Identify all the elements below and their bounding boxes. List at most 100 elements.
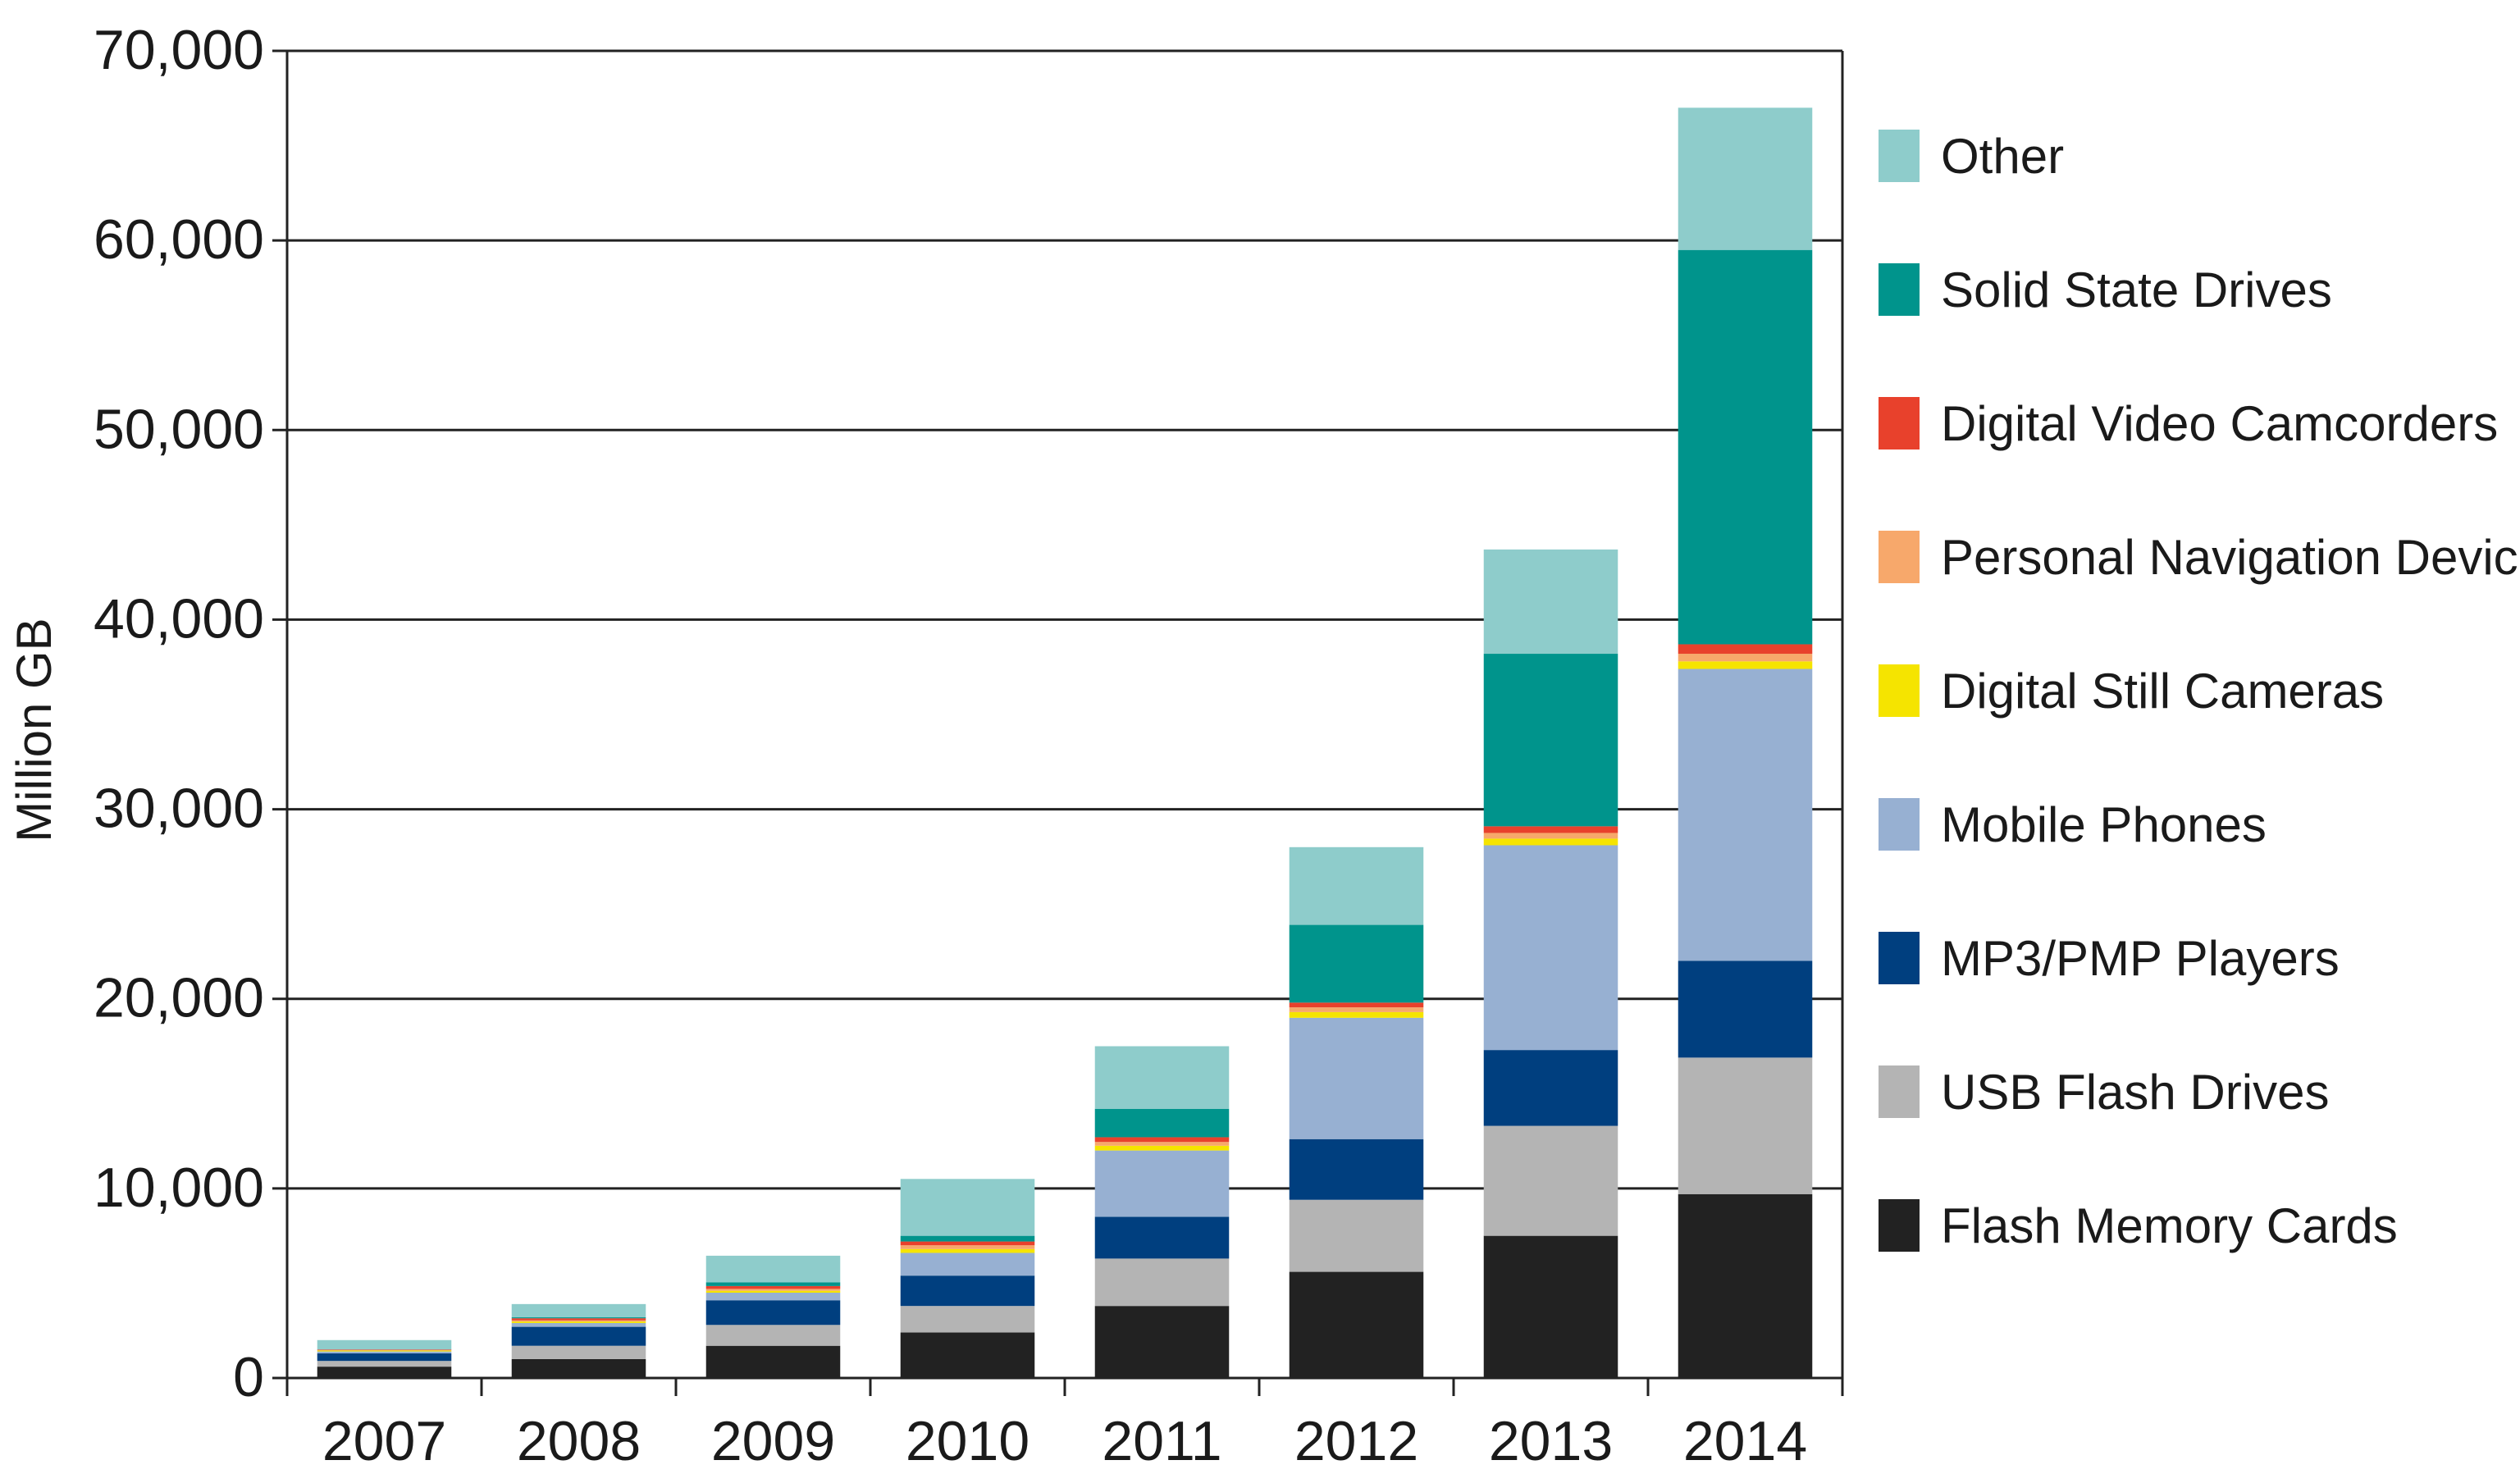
bar-segment (1483, 1235, 1618, 1378)
legend-label: Flash Memory Cards (1941, 1198, 2398, 1253)
bar-segment (1289, 1002, 1424, 1008)
legend-item: USB Flash Drives (1879, 1065, 2329, 1120)
bar-segment (511, 1318, 646, 1321)
legend-swatch (1879, 1199, 1920, 1252)
bar-segment (317, 1339, 452, 1350)
bar-segment (705, 1255, 841, 1283)
bar-segment (511, 1317, 646, 1319)
bar-segment (1094, 1108, 1230, 1138)
bar-segment (1289, 1271, 1424, 1378)
legend-label: Mobile Phones (1941, 797, 2267, 852)
x-tick-label: 2014 (1683, 1410, 1807, 1472)
bar-segment (511, 1358, 646, 1378)
x-tick-label: 2008 (517, 1410, 641, 1472)
bar-segment (317, 1361, 452, 1367)
bar-segment (317, 1349, 452, 1351)
bar-segment (900, 1253, 1035, 1276)
bar-segment (705, 1345, 841, 1378)
bar-segment (317, 1367, 452, 1378)
y-tick-label: 10,000 (94, 1157, 264, 1219)
bar-segment (317, 1350, 452, 1352)
bar-segment (1094, 1142, 1230, 1146)
x-tick-labels: 2007 2008 2009 2010 2011 2012 2013 2014 (322, 1410, 1807, 1472)
bar-segment (1289, 846, 1424, 925)
bar-segment (1289, 1138, 1424, 1200)
bar-segment (900, 1306, 1035, 1333)
bar-segment (900, 1241, 1035, 1246)
x-tick-label: 2009 (711, 1410, 835, 1472)
bar-segment (1483, 549, 1618, 655)
legend-item: Other (1879, 129, 2064, 184)
legend-swatch (1879, 263, 1920, 316)
bar-segment (1678, 644, 1813, 655)
y-axis-title: Million GB (7, 618, 62, 842)
bar-segment (900, 1275, 1035, 1307)
bar-segment (1483, 833, 1618, 839)
bar-segment (1483, 845, 1618, 1051)
y-tick-label: 0 (233, 1346, 264, 1408)
legend-swatch (1879, 531, 1920, 583)
bar-segment (1678, 654, 1813, 662)
bar-segment (705, 1282, 841, 1286)
axes (272, 49, 1844, 1396)
legend-item: Flash Memory Cards (1879, 1198, 2398, 1253)
bar-segment (1289, 1017, 1424, 1139)
legend-swatch (1879, 664, 1920, 717)
y-tick-label: 50,000 (94, 398, 264, 460)
legend-item: Digital Still Cameras (1879, 664, 2384, 719)
legend-swatch (1879, 130, 1920, 182)
bar-segment (1289, 1007, 1424, 1012)
bar-segment (317, 1353, 452, 1362)
gridlines (287, 49, 1842, 1190)
bar-segment (511, 1322, 646, 1327)
bar-segment (1094, 1306, 1230, 1378)
legend-item: MP3/PMP Players (1879, 931, 2340, 986)
bar-segment (1094, 1137, 1230, 1143)
legend-label: Other (1941, 129, 2064, 184)
y-tick-labels: 0 10,000 20,000 30,000 40,000 50,000 60,000 70,… (94, 19, 264, 1408)
bar-segment (1289, 924, 1424, 1003)
bars (317, 107, 1813, 1378)
bar-segment (1678, 249, 1813, 645)
bar-segment (511, 1326, 646, 1346)
y-tick-label: 30,000 (94, 778, 264, 840)
bar-segment (1094, 1258, 1230, 1307)
bar-segment (1094, 1046, 1230, 1109)
legend-label: Digital Video Camcorders (1941, 396, 2498, 451)
bar-segment (900, 1248, 1035, 1253)
bar-segment (1483, 838, 1618, 846)
bar-segment (1289, 1011, 1424, 1018)
y-tick-label: 60,000 (94, 208, 264, 271)
bar-segment (900, 1179, 1035, 1236)
legend-item: Digital Video Camcorders (1879, 396, 2498, 451)
bar-segment (705, 1325, 841, 1346)
bar-segment (1483, 1125, 1618, 1236)
bar-segment (1483, 1050, 1618, 1126)
legend-item: Personal Navigation Devices (1879, 530, 2520, 585)
y-tick-label: 40,000 (94, 587, 264, 650)
bar-segment (1678, 668, 1813, 961)
bar-segment (1678, 1193, 1813, 1378)
y-tick-label: 20,000 (94, 967, 264, 1029)
bar-segment (705, 1300, 841, 1326)
bar-segment (705, 1285, 841, 1289)
x-tick-label: 2011 (1102, 1410, 1221, 1472)
bar-segment (511, 1321, 646, 1323)
bar-segment (900, 1245, 1035, 1249)
legend-swatch (1879, 932, 1920, 984)
bar-segment (1483, 826, 1618, 833)
bar-segment (1678, 661, 1813, 669)
legend-label: Personal Navigation Devices (1941, 530, 2520, 585)
bar-segment (1678, 961, 1813, 1058)
legend-label: USB Flash Drives (1941, 1065, 2329, 1120)
legend-label: MP3/PMP Players (1941, 931, 2340, 986)
bar-segment (511, 1345, 646, 1359)
y-tick-label: 70,000 (94, 19, 264, 81)
bar-segment (705, 1289, 841, 1291)
bar-segment (1094, 1216, 1230, 1259)
legend-swatch (1879, 397, 1920, 449)
x-tick-label: 2010 (906, 1410, 1029, 1472)
x-tick-label: 2007 (322, 1410, 446, 1472)
bar-segment (1094, 1150, 1230, 1217)
